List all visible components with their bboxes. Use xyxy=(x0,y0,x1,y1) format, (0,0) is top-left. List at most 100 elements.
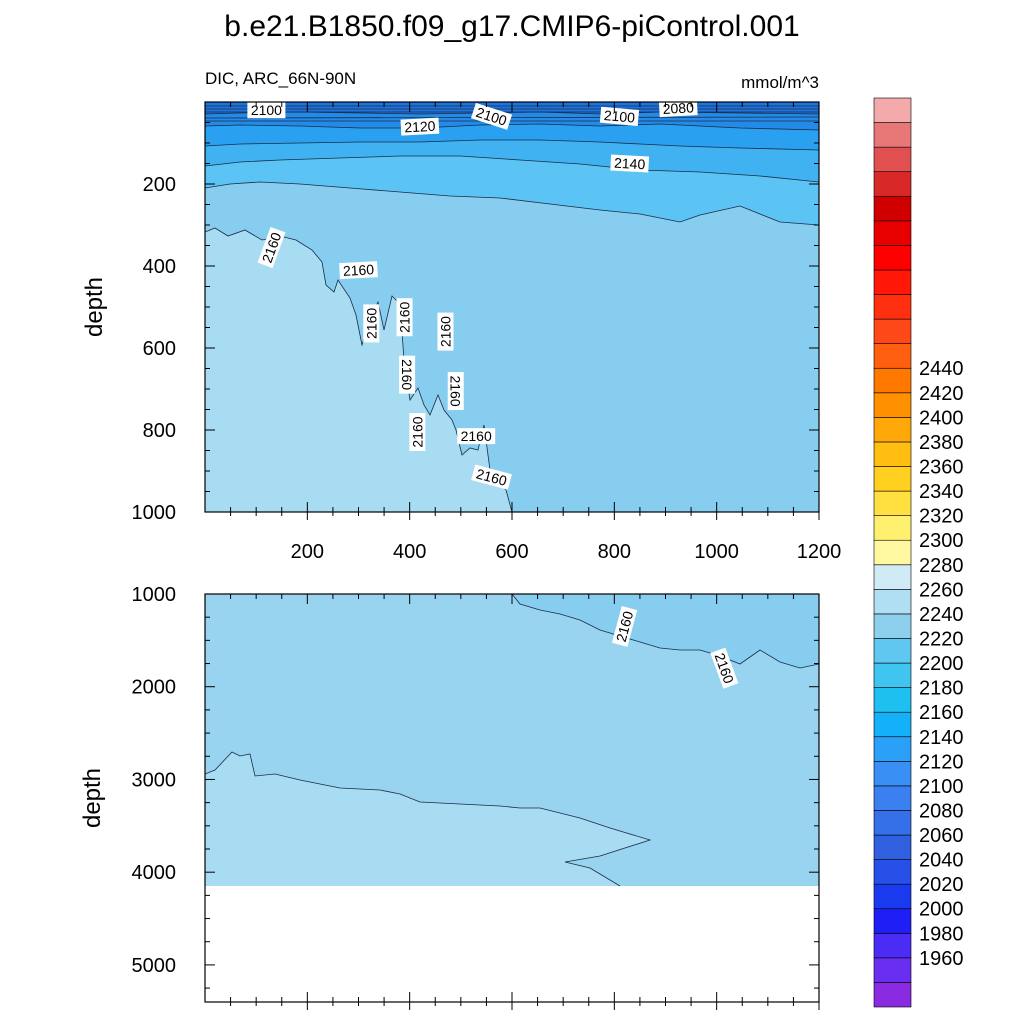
contour-label-box xyxy=(399,355,416,394)
contour-label-text: 2120 xyxy=(404,118,436,136)
lower-contour-lines xyxy=(205,594,819,887)
colorbar-swatch xyxy=(873,122,912,148)
colorbar-swatch xyxy=(873,343,912,369)
colorbar-label: 2200 xyxy=(919,653,964,675)
y-tick-label: 1000 xyxy=(132,502,177,524)
colorbar-swatch xyxy=(873,711,912,738)
lower-ylabel: depth xyxy=(79,768,106,828)
contour-label-text: 2160 xyxy=(461,428,492,444)
contour-label-box xyxy=(400,117,440,136)
colorbar-swatch xyxy=(873,318,912,344)
x-tick-label: 1200 xyxy=(797,541,842,563)
colorbar-swatch xyxy=(873,932,912,959)
x-tick-label: 800 xyxy=(598,541,631,563)
colorbar-swatch xyxy=(873,466,912,492)
colorbar-swatch xyxy=(873,859,912,885)
colorbar-label: 2280 xyxy=(919,555,964,577)
colorbar-swatch xyxy=(873,146,912,173)
y-tick-label: 600 xyxy=(143,338,176,360)
y-tick-label: 400 xyxy=(143,256,176,278)
y-tick-label: 2000 xyxy=(132,677,177,699)
colorbar-swatch xyxy=(873,441,912,467)
colorbar-swatch xyxy=(873,687,912,713)
contour-label: 2160 xyxy=(447,372,464,411)
contour-label: 2080 xyxy=(658,102,698,118)
contour-label: 2140 xyxy=(610,154,650,173)
contour-label: 2100 xyxy=(599,106,640,126)
colorbar-swatch xyxy=(873,613,912,639)
colorbar-label: 2020 xyxy=(919,874,964,896)
colorbar-label: 2240 xyxy=(919,604,964,626)
contour-label-text: 2160 xyxy=(397,301,413,332)
colorbar-swatch xyxy=(873,392,912,418)
colorbar-label: 2360 xyxy=(919,457,964,479)
colorbar-label: 2320 xyxy=(919,506,964,528)
colorbar-label: 2080 xyxy=(919,800,964,822)
variable-label: DIC, ARC_66N-90N xyxy=(205,69,356,88)
upper-ticks: 200 400 600 800 1000 1200 200 400 600 800 1000 xyxy=(132,101,842,563)
contour-label-box xyxy=(339,261,378,280)
fill-2140-2160-lower xyxy=(512,594,819,668)
colorbar-label: 2060 xyxy=(919,825,964,847)
colorbar-swatch xyxy=(873,982,912,1008)
y-tick-label: 5000 xyxy=(132,955,177,977)
colorbar-label: 2440 xyxy=(919,358,964,380)
colorbar-label: 2260 xyxy=(919,579,964,601)
contour-label: 2160 xyxy=(437,312,454,351)
colorbar-swatch xyxy=(873,367,912,394)
colorbar-swatch xyxy=(873,761,912,787)
contour-label: 2100 xyxy=(247,102,286,119)
colorbar-swatch xyxy=(873,269,912,295)
contour-label-box xyxy=(257,226,286,269)
colorbar-label: 2160 xyxy=(919,702,964,724)
contour-label-text: 2160 xyxy=(343,261,375,279)
colorbar-label: 1960 xyxy=(919,948,964,970)
units-label: mmol/m^3 xyxy=(741,73,819,92)
contour-label-box xyxy=(457,428,496,445)
contour-label-box xyxy=(599,106,640,126)
colorbar-swatch xyxy=(873,564,912,590)
y-tick-label: 800 xyxy=(143,420,176,442)
colorbar-label: 2040 xyxy=(919,850,964,872)
colorbar-label: 2340 xyxy=(919,481,964,503)
colorbar-swatch xyxy=(873,515,912,541)
colorbar-label: 2380 xyxy=(919,432,964,454)
colorbar-swatch xyxy=(873,417,912,443)
colorbar-swatch xyxy=(873,662,912,688)
colorbar-swatch xyxy=(873,245,912,271)
colorbar-label: 2000 xyxy=(919,899,964,921)
contour-label-box xyxy=(409,413,426,452)
y-tick-label: 1000 xyxy=(132,584,177,606)
contour-label-text: 2160 xyxy=(613,609,637,643)
colorbar-swatch xyxy=(873,589,912,615)
contour-label-box xyxy=(363,304,380,343)
contour-label-text: 2160 xyxy=(399,359,415,390)
contour-label-text: 2160 xyxy=(363,308,379,339)
colorbar-label: 2400 xyxy=(919,407,964,429)
colorbar-swatch xyxy=(873,810,912,836)
x-tick-label: 200 xyxy=(291,541,324,563)
y-tick-label: 3000 xyxy=(132,769,177,791)
colorbar-label: 2420 xyxy=(919,383,964,405)
colorbar-label: 2300 xyxy=(919,530,964,552)
contour-label-box xyxy=(710,647,739,689)
x-tick-label: 600 xyxy=(495,541,528,563)
contour-label-box xyxy=(247,102,286,119)
lower-ticks: 1000 2000 3000 4000 5000 xyxy=(132,584,820,1010)
contour-label-box xyxy=(437,312,454,351)
contour-label-box xyxy=(396,298,413,337)
figure-title: b.e21.B1850.f09_g17.CMIP6-piControl.001 xyxy=(224,10,799,43)
contour-label: 2120 xyxy=(400,117,440,136)
contour-label: 2160 xyxy=(399,355,416,394)
contour-label-box xyxy=(611,606,638,647)
colorbar-swatch xyxy=(873,736,912,762)
colorbar-label: 1980 xyxy=(919,923,964,945)
contour-label-text: 2160 xyxy=(448,375,464,406)
contour-label-text: 2160 xyxy=(409,416,425,447)
colorbar-label: 2180 xyxy=(919,678,964,700)
contour-label-text: 2160 xyxy=(474,465,508,489)
contour-label: 2160 xyxy=(611,606,638,647)
contour-label-text: 2100 xyxy=(603,107,636,126)
